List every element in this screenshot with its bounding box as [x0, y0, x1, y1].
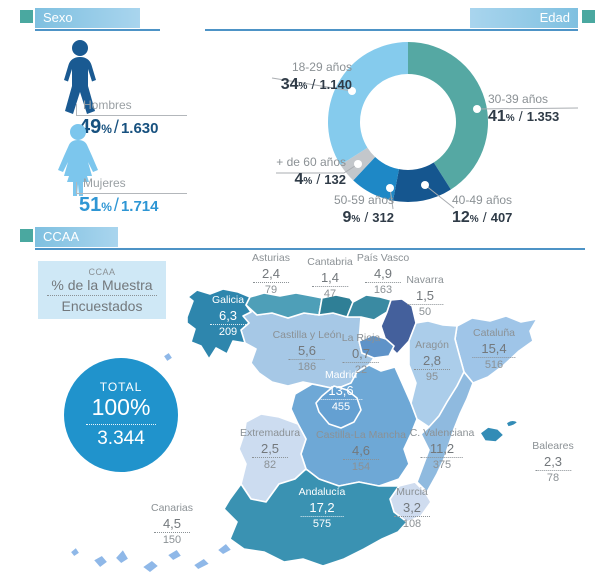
label-canarias: Canarias 4,5 150	[150, 502, 194, 547]
donut-segments	[328, 42, 489, 202]
age-label-60plus: + de 60 años 4% / 132	[276, 155, 346, 188]
age-label-30-39: 30-39 años 41% / 1.353	[488, 92, 560, 125]
label-castilla-la-mancha: Castilla-La Mancha 4,6 154	[316, 429, 406, 474]
label-madrid: Madrid 13,6 455	[319, 369, 363, 414]
mujeres-value: 51%/1.714	[79, 194, 159, 216]
label-cataluna: Cataluña 15,4 516	[472, 327, 516, 372]
region-galicia	[186, 288, 252, 360]
ccaa-section-title: CCAA	[35, 227, 118, 247]
label-castilla-y-leon: Castilla y León 5,6 186	[272, 329, 342, 374]
label-la-rioja: La Rioja 0,7 22	[341, 332, 381, 377]
mujeres-label: Mujeres	[83, 176, 126, 190]
sexo-underline	[35, 29, 160, 31]
region-baleares-islands	[479, 419, 519, 443]
label-baleares: Baleares 2,3 78	[532, 440, 574, 485]
mujeres-percent: 51	[79, 194, 102, 216]
label-c-valenciana: C. Valenciana 11,2 375	[409, 427, 475, 472]
map-legend: CCAA % de la Muestra Encuestados	[38, 261, 166, 319]
donut-leader-lines	[271, 77, 579, 210]
legend-line2: % de la Muestra	[47, 277, 157, 296]
hombres-label: Hombres	[83, 98, 132, 112]
label-pais-vasco: País Vasco 4,9 163	[356, 252, 410, 297]
sexo-section-marker-icon	[20, 10, 33, 23]
hombres-count: 1.630	[120, 120, 159, 137]
label-cantabria: Cantabria 1,4 47	[307, 256, 353, 301]
region-madrid	[315, 385, 362, 429]
label-andalucia: Andalucía 17,2 575	[298, 486, 346, 531]
label-galicia: Galicia 6,3 209	[209, 294, 247, 339]
mujeres-bracket	[76, 182, 187, 194]
region-canarias-islands	[69, 351, 233, 574]
total-badge: TOTAL 100% 3.344	[64, 358, 178, 472]
male-icon	[64, 40, 96, 114]
ccaa-section-marker-icon	[20, 229, 33, 242]
legend-line3: Encuestados	[61, 298, 143, 314]
label-navarra: Navarra 1,5 50	[406, 274, 444, 319]
region-la-rioja	[358, 334, 395, 359]
age-donut-chart	[271, 42, 579, 210]
label-asturias: Asturias 2,4 79	[252, 252, 290, 297]
label-aragon: Aragón 2,8 95	[413, 339, 451, 384]
mujeres-count: 1.714	[120, 198, 159, 215]
label-murcia: Murcia 3,2 108	[393, 486, 431, 531]
female-icon	[58, 124, 98, 196]
age-label-50-59: 50-59 años 9% / 312	[333, 193, 394, 226]
spain-map	[69, 288, 538, 574]
total-count: 3.344	[97, 428, 145, 449]
edad-section-title: Edad	[470, 8, 578, 28]
hombres-bracket	[76, 104, 187, 116]
edad-underline	[205, 29, 578, 31]
age-label-40-49: 40-49 años 12% / 407	[452, 193, 513, 226]
region-c-valenciana	[416, 371, 474, 493]
label-extremadura: Extremadura 2,5 82	[239, 427, 301, 472]
total-label: TOTAL	[99, 380, 143, 394]
donut-leader-dots	[348, 87, 481, 192]
total-percent: 100%	[85, 394, 157, 425]
edad-section-marker-icon	[582, 10, 595, 23]
age-label-18-29: 18-29 años 34% / 1.140	[280, 60, 352, 93]
sexo-section-title: Sexo	[35, 8, 140, 28]
legend-line1: CCAA	[88, 267, 116, 277]
ccaa-underline	[35, 248, 585, 250]
